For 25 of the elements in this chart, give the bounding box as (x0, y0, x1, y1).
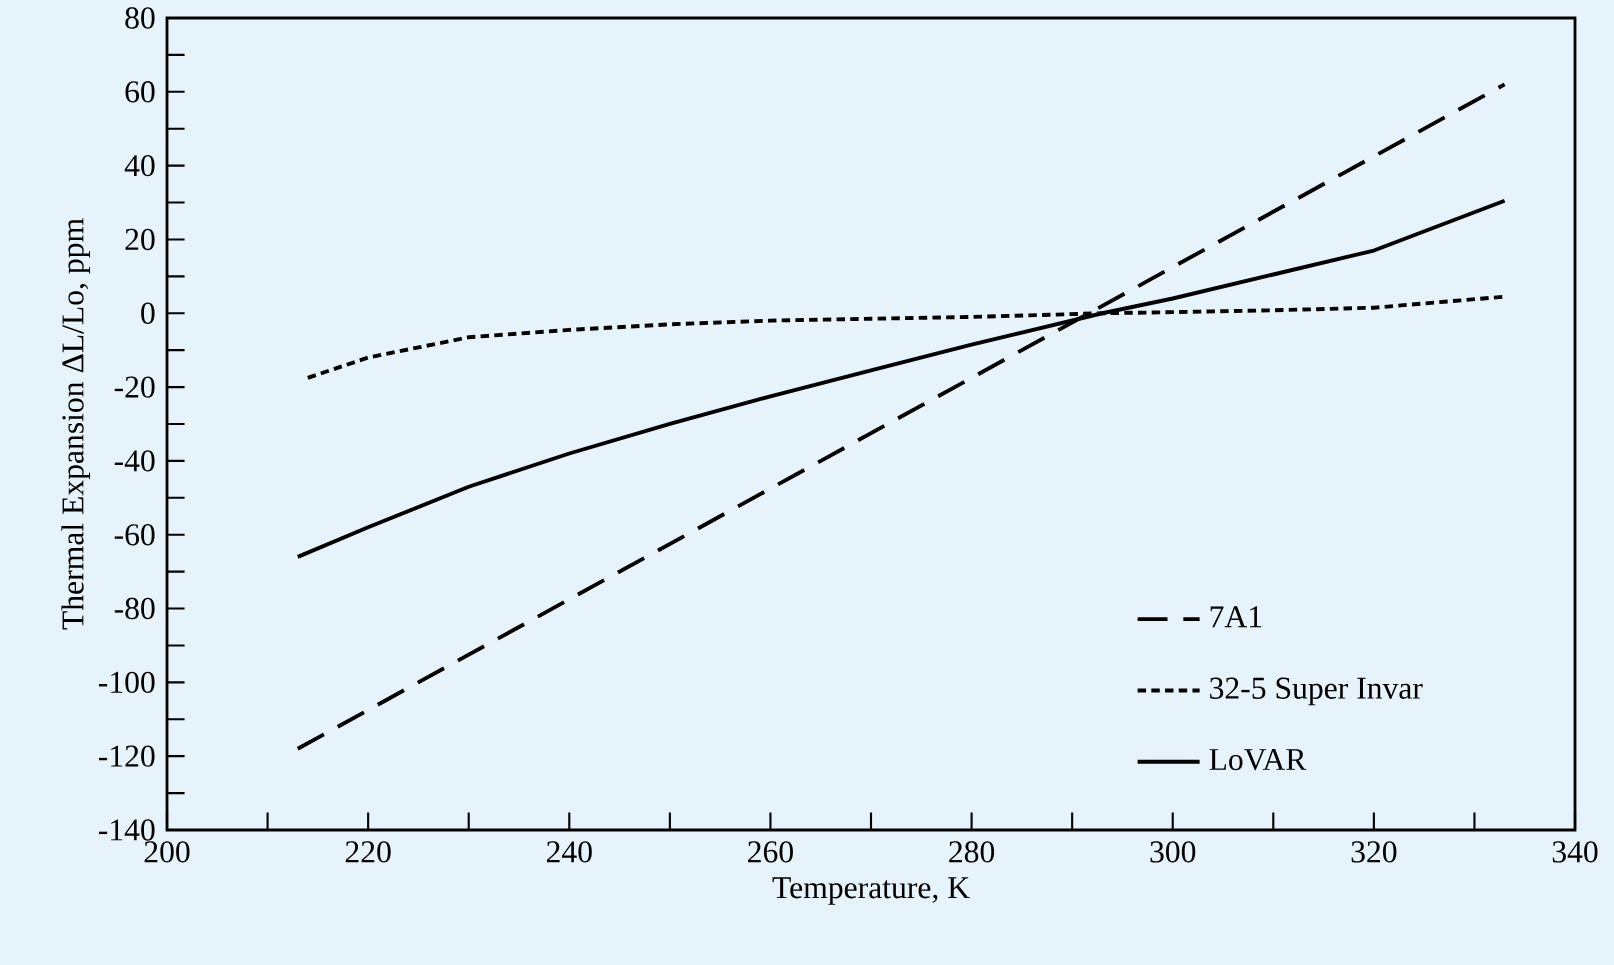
y-axis-title: Thermal Expansion ΔL/Lo, ppm (61, 218, 91, 630)
y-tick-label: 20 (125, 228, 155, 251)
x-tick-label: 300 (1150, 841, 1196, 863)
x-tick-label: 220 (345, 841, 391, 863)
y-tick-label: -100 (98, 671, 155, 694)
legend-label: 32-5 Super Invar (1210, 677, 1423, 706)
y-tick-label: 60 (125, 81, 155, 103)
x-tick-label: 200 (144, 841, 190, 863)
legend-label: 7A1 (1210, 606, 1262, 628)
x-tick-label: 340 (1552, 841, 1598, 863)
y-tick-label: -40 (114, 450, 155, 472)
x-tick-label: 240 (546, 841, 592, 863)
y-tick-label: -80 (114, 597, 155, 620)
x-tick-label: 260 (748, 841, 793, 863)
y-tick-label: -20 (114, 376, 155, 398)
y-tick-label: 0 (141, 302, 155, 324)
legend-label: LoVAR (1209, 748, 1307, 771)
y-tick-label: -120 (98, 745, 155, 767)
y-tick-label: 80 (125, 7, 155, 29)
x-tick-label: 320 (1351, 841, 1397, 863)
y-tick-label: -140 (98, 819, 155, 841)
x-axis-title: Temperature, K (772, 877, 970, 905)
x-tick-label: 280 (949, 841, 995, 863)
y-tick-label: -60 (114, 524, 155, 546)
y-tick-label: 40 (124, 154, 155, 177)
